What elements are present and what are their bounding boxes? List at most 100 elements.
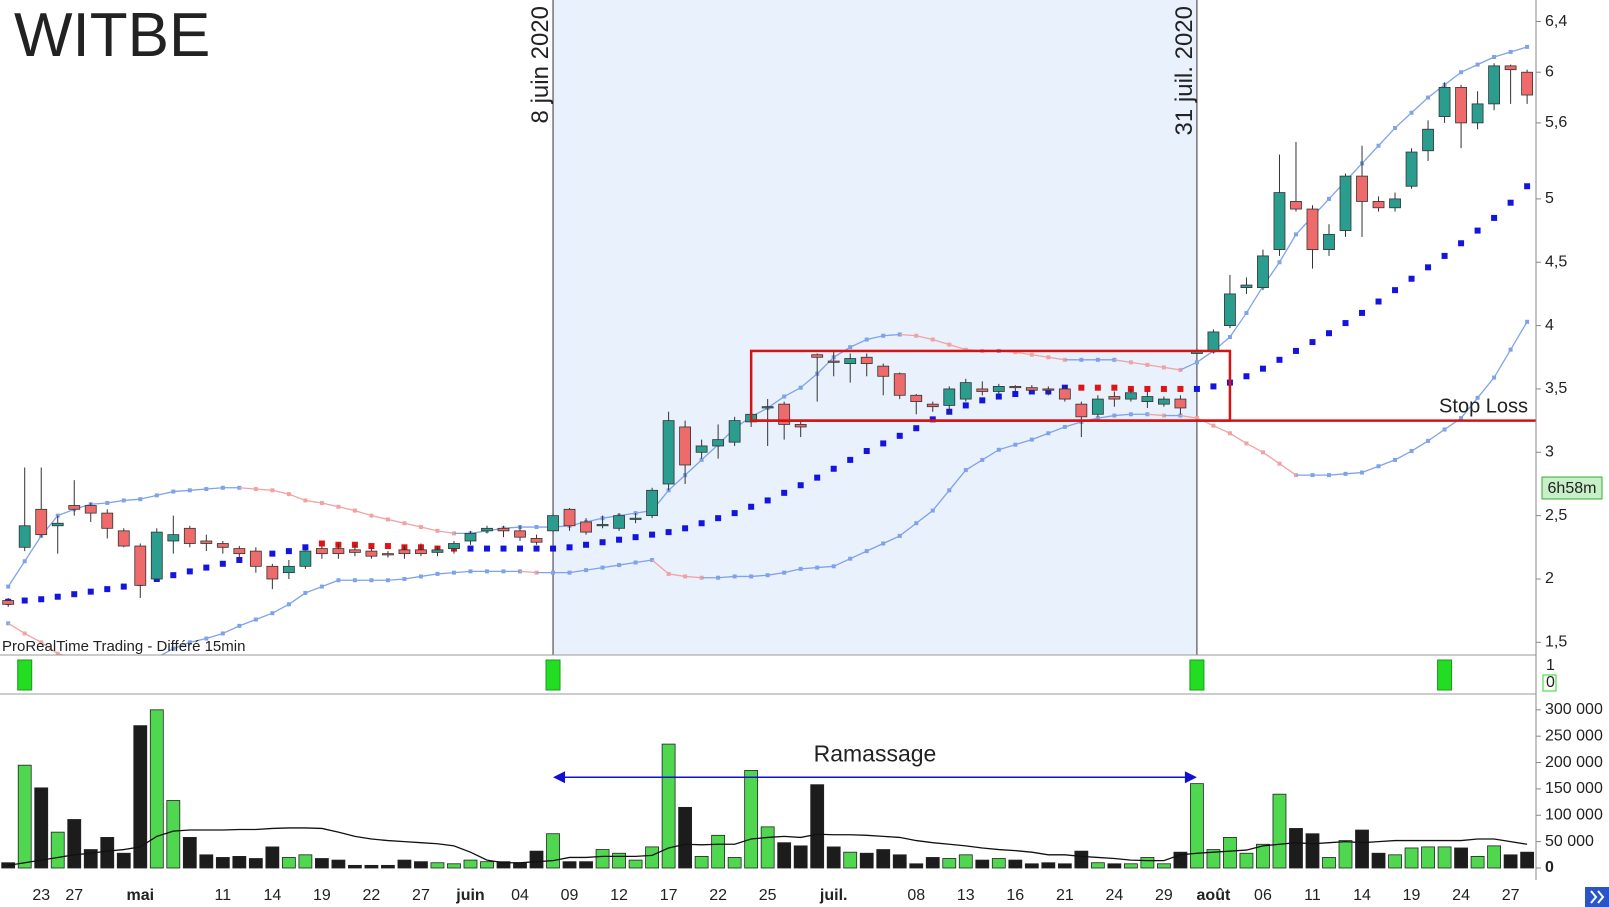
sar-dot — [1392, 287, 1399, 294]
band-segment — [1427, 428, 1445, 442]
band-point — [352, 508, 357, 513]
x-tick-label: 24 — [1452, 887, 1470, 904]
sar-dot — [384, 543, 391, 550]
band-segment — [1245, 285, 1264, 314]
band-segment — [387, 518, 405, 524]
sar-dot — [1012, 391, 1019, 398]
candle-body — [68, 505, 81, 510]
volume-bar — [744, 770, 759, 869]
volume-bar — [1157, 863, 1171, 869]
candle-body — [1091, 398, 1104, 415]
sar-dot — [285, 548, 292, 555]
sar-dot — [318, 540, 325, 547]
sar-dot — [120, 583, 127, 590]
sar-dot — [54, 593, 61, 600]
band-segment — [1031, 432, 1049, 441]
volume-bar — [1223, 837, 1237, 869]
sar-dot — [583, 541, 590, 548]
candle-body — [1438, 87, 1451, 117]
sar-dot — [302, 544, 309, 551]
band-segment — [751, 574, 768, 578]
band-segment — [1262, 451, 1280, 465]
sar-dot — [38, 596, 45, 603]
candle-body — [926, 403, 939, 408]
candle-body — [794, 424, 807, 428]
sar-dot — [550, 545, 557, 552]
candle-body — [2, 600, 15, 605]
sar-dot — [979, 397, 986, 404]
sar-dot — [1177, 385, 1184, 392]
candle-body — [662, 420, 675, 485]
band-segment — [1411, 97, 1429, 114]
sar-dot — [219, 560, 226, 567]
sar-dot — [1094, 384, 1101, 391]
band-segment — [420, 526, 438, 532]
sar-dot — [1292, 347, 1299, 354]
sar-dot — [764, 497, 771, 504]
sar-dot — [1474, 227, 1481, 234]
x-tick-label: mai — [126, 887, 154, 904]
band-segment — [1229, 312, 1247, 338]
volume-bar — [991, 858, 1006, 869]
x-tick-label: 09 — [561, 887, 579, 904]
band-segment — [189, 488, 207, 491]
candle-body — [1009, 386, 1022, 389]
volume-bar — [182, 837, 197, 869]
volume-bar — [1503, 854, 1518, 869]
band-point — [1393, 125, 1398, 130]
x-tick-label: 13 — [957, 887, 975, 904]
x-tick-label: 27 — [1502, 887, 1520, 904]
band-segment — [866, 542, 884, 552]
x-tick-label: 25 — [759, 887, 777, 904]
x-tick-label: 17 — [660, 887, 678, 904]
sar-dot — [71, 591, 78, 598]
candle-body — [415, 549, 427, 555]
band-segment — [784, 568, 801, 574]
sar-dot — [1144, 385, 1151, 392]
band-segment — [305, 585, 323, 594]
candle-body — [613, 515, 625, 529]
volume-bar — [562, 861, 577, 869]
volume-average — [8, 827, 1528, 867]
volume-bar — [859, 852, 874, 869]
band-segment — [1493, 51, 1511, 58]
band-segment — [817, 565, 834, 569]
band-segment — [470, 530, 488, 535]
band-segment — [569, 569, 587, 574]
candle-body — [282, 565, 295, 574]
band-segment — [1229, 432, 1247, 444]
band-segment — [420, 573, 438, 578]
band-segment — [321, 579, 339, 588]
volume-bar — [149, 709, 164, 869]
band-segment — [668, 573, 686, 578]
sar-dot — [1342, 320, 1349, 327]
candle-body — [514, 530, 526, 538]
band-segment — [899, 333, 917, 337]
x-tick-label: 27 — [412, 887, 430, 904]
x-tick-label: 14 — [1353, 887, 1371, 904]
sar-dot — [698, 520, 705, 527]
band-segment — [833, 346, 851, 358]
band-segment — [932, 338, 950, 346]
band-segment — [718, 575, 735, 579]
band-segment — [123, 498, 141, 502]
band-segment — [272, 603, 290, 614]
y-tick-label: 3,5 — [1545, 380, 1567, 397]
band-segment — [354, 509, 372, 517]
volume-bar — [793, 845, 808, 869]
shaded-range — [553, 0, 1197, 655]
signal-bar — [1189, 659, 1205, 691]
candle-body — [1075, 403, 1088, 418]
band-segment — [899, 522, 917, 537]
candle-body — [646, 489, 658, 517]
sar-dot — [1276, 356, 1283, 363]
arrow-head — [1184, 771, 1197, 784]
candle-body — [365, 550, 378, 557]
volume-bar — [826, 846, 841, 869]
band-segment — [602, 564, 620, 569]
band-segment — [883, 333, 900, 337]
sar-dot — [682, 525, 689, 532]
candle-body — [249, 550, 262, 567]
candle-body — [778, 403, 791, 425]
candle-body — [1422, 128, 1434, 152]
